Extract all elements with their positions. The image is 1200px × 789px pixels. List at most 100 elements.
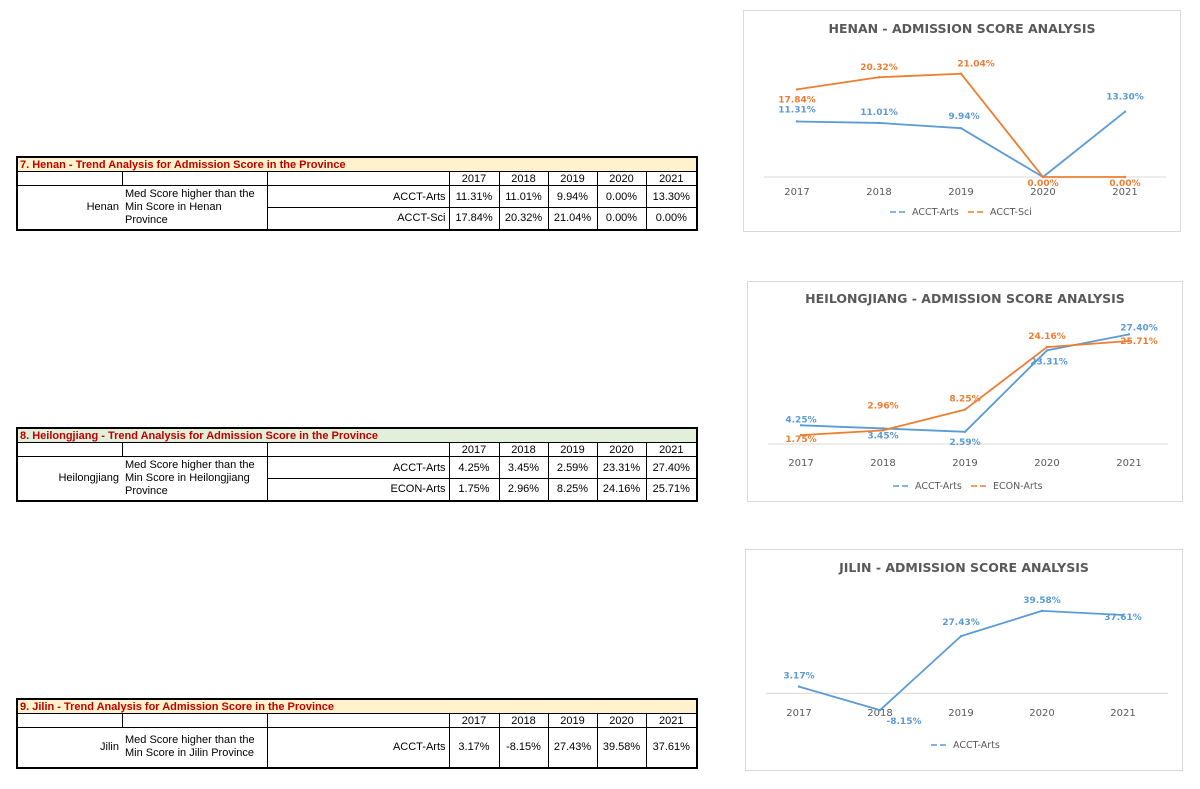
data-point <box>795 120 799 123</box>
description-cell: Med Score higher than the Min Score in H… <box>122 185 268 230</box>
year-header-row: 2017 2018 2019 2020 2021 <box>16 442 698 457</box>
data-point <box>1040 609 1044 613</box>
data-label: 21.04% <box>957 60 995 70</box>
value-cell: 0.00% <box>645 207 698 230</box>
value-cell: 24.16% <box>596 478 647 501</box>
data-point <box>795 88 799 91</box>
table-title: 9. Jilin - Trend Analysis for Admission … <box>16 698 698 714</box>
table-title: 8. Heilongjiang - Trend Analysis for Adm… <box>15 427 699 443</box>
heilongjiang-trend-table: 8. Heilongjiang - Trend Analysis for Adm… <box>15 427 699 502</box>
data-label: 8.25% <box>949 395 980 405</box>
value-cell: 27.40% <box>645 456 698 479</box>
data-point <box>1123 110 1127 113</box>
x-tick-label: 2017 <box>784 187 809 198</box>
value-cell: 23.31% <box>596 456 647 479</box>
table-title-row: 8. Heilongjiang - Trend Analysis for Adm… <box>15 427 699 443</box>
x-tick-label: 2019 <box>948 187 973 198</box>
x-tick-label: 2021 <box>1112 187 1137 198</box>
year-header: 2020 <box>596 171 647 186</box>
henan-line-chart: HENAN - ADMISSION SCORE ANALYSIS 2017 2018… <box>743 10 1181 232</box>
value-cell: 2.59% <box>547 456 598 479</box>
value-cell: 2.96% <box>498 478 549 501</box>
value-cell: 21.04% <box>547 207 598 230</box>
x-tick-label: 2021 <box>1110 708 1135 719</box>
value-cell: 20.32% <box>498 207 549 230</box>
data-label: 2.96% <box>867 401 898 411</box>
heilongjiang-line-chart: HEILONGJIANG - ADMISSION SCORE ANALYSIS 2… <box>747 281 1183 502</box>
x-tick-label: 2018 <box>866 187 891 198</box>
value-cell: 11.01% <box>498 185 549 208</box>
chart-title: HENAN - ADMISSION SCORE ANALYSIS <box>828 21 1095 36</box>
legend-label: ACCT-Sci <box>990 207 1032 218</box>
row-label: ECON-Arts <box>266 478 450 501</box>
province-cell: Jilin <box>16 727 122 768</box>
data-point <box>797 685 801 688</box>
year-header: 2021 <box>645 171 698 186</box>
data-label: 27.43% <box>942 618 980 628</box>
data-point <box>878 708 882 712</box>
row-label: ACCT-Sci <box>266 207 450 230</box>
data-label: 11.31% <box>778 105 816 115</box>
value-cell: 39.58% <box>596 727 647 768</box>
data-point <box>1127 339 1131 343</box>
row-label: ACCT-Arts <box>266 727 450 768</box>
year-header: 2018 <box>498 171 549 186</box>
x-tick-label: 2021 <box>1116 458 1141 469</box>
data-point <box>881 429 885 432</box>
year-header-row: 2017 2018 2019 2020 2021 <box>16 171 698 186</box>
province-cell: Heilongjiang <box>16 456 122 501</box>
value-cell: 8.25% <box>547 478 598 501</box>
table-row: ACCT-Sci 17.84% 20.32% 21.04% 0.00% 0.00… <box>17 207 698 230</box>
year-header: 2021 <box>645 713 698 728</box>
table-title-row: 9. Jilin - Trend Analysis for Admission … <box>16 698 698 714</box>
year-header: 2017 <box>448 171 500 186</box>
data-label: 2.59% <box>949 438 980 448</box>
description-cell: Med Score higher than the Min Score in H… <box>122 456 268 501</box>
year-header: 2019 <box>547 442 598 457</box>
table-title: 7. Henan - Trend Analysis for Admission … <box>15 156 699 172</box>
chart-svg: HEILONGJIANG - ADMISSION SCORE ANALYSIS 2… <box>768 291 1168 492</box>
value-cell: 9.94% <box>547 185 598 208</box>
data-label: 3.45% <box>867 431 898 441</box>
data-label: 37.61% <box>1104 613 1142 623</box>
year-header: 2018 <box>498 442 549 457</box>
value-cell: 1.75% <box>448 478 500 501</box>
data-point <box>959 72 963 75</box>
table-row: Henan Med Score higher than the Min Scor… <box>16 185 698 230</box>
year-header: 2020 <box>596 442 647 457</box>
value-cell: 0.00% <box>596 207 647 230</box>
data-label: 9.94% <box>948 112 979 122</box>
x-tick-label: 2019 <box>952 458 977 469</box>
x-tick-label: 2017 <box>786 708 811 719</box>
data-label: 1.75% <box>785 435 816 445</box>
value-cell: 3.45% <box>498 456 549 479</box>
data-point <box>1121 613 1125 617</box>
year-header: 2019 <box>547 171 598 186</box>
data-label: 0.00% <box>1027 179 1058 189</box>
year-header: 2019 <box>547 713 598 728</box>
data-label: 24.16% <box>1028 332 1066 342</box>
table-row: Heilongjiang Med Score higher than the M… <box>16 456 698 501</box>
series-line-acct-arts <box>800 333 1130 433</box>
data-point <box>963 430 967 434</box>
data-point <box>1045 349 1049 352</box>
data-point <box>799 424 803 427</box>
year-header: 2017 <box>448 442 500 457</box>
year-header-row: 2017 2018 2019 2020 2021 <box>16 713 698 728</box>
table-title-row: 7. Henan - Trend Analysis for Admission … <box>15 156 699 172</box>
chart-svg: HENAN - ADMISSION SCORE ANALYSIS 2017 2018… <box>764 21 1166 218</box>
row-label: ACCT-Arts <box>266 185 450 208</box>
data-label: 11.01% <box>860 108 898 118</box>
year-header: 2020 <box>596 713 647 728</box>
jilin-line-chart: JILIN - ADMISSION SCORE ANALYSIS 2017 2018… <box>745 549 1183 771</box>
data-point <box>881 427 885 430</box>
data-point <box>877 76 881 79</box>
value-cell: -8.15% <box>498 727 549 768</box>
description-cell: Med Score higher than the Min Score in J… <box>122 727 268 768</box>
province-cell: Henan <box>16 185 122 230</box>
data-point <box>877 121 881 125</box>
data-label: 25.71% <box>1120 337 1158 347</box>
data-label: 0.00% <box>1109 179 1140 189</box>
data-point <box>1045 345 1049 349</box>
henan-trend-table: 7. Henan - Trend Analysis for Admission … <box>15 156 699 231</box>
